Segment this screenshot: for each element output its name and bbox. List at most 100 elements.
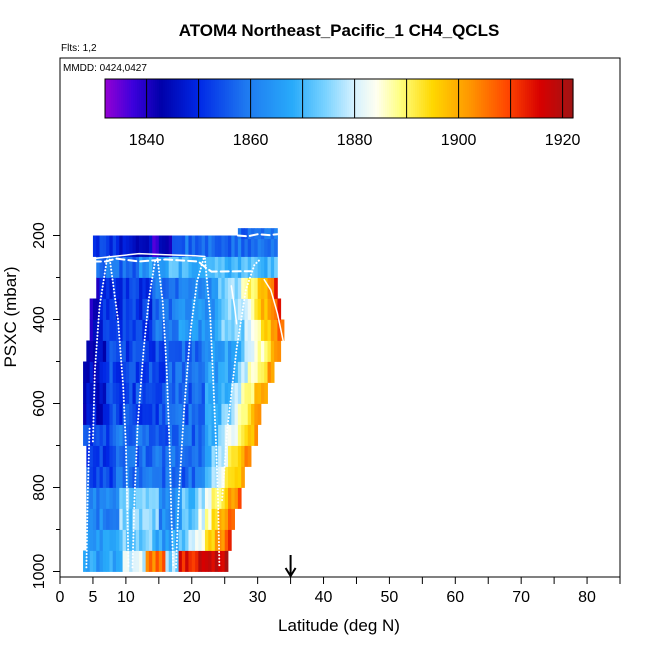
heatmap-cell	[148, 340, 153, 362]
colorbar-segment	[153, 79, 156, 118]
heatmap-cell	[125, 277, 130, 299]
heatmap-cell	[214, 277, 219, 299]
y-tick-label: 400	[31, 306, 48, 333]
heatmap-cell	[89, 424, 94, 446]
heatmap-cell	[125, 319, 130, 341]
colorbar-segment	[261, 79, 264, 118]
colorbar-segment	[233, 79, 236, 118]
colorbar-segment	[447, 79, 450, 118]
colorbar-segment	[165, 79, 168, 118]
heatmap-cell	[116, 529, 120, 551]
heatmap-cell	[109, 382, 114, 404]
heatmap-cell	[116, 487, 120, 509]
colorbar-segment	[157, 79, 160, 118]
heatmap-cell	[165, 424, 170, 446]
heatmap-cell	[241, 319, 245, 341]
heatmap-cell	[181, 403, 186, 425]
heatmap-cell	[99, 508, 104, 530]
heatmap-cell	[277, 319, 282, 341]
heatmap-cell	[168, 298, 173, 320]
heatmap-cell	[122, 319, 127, 341]
heatmap-cell	[228, 340, 232, 362]
heatmap-cell	[221, 340, 226, 362]
heatmap-cell	[106, 319, 110, 341]
colorbar-segment	[129, 79, 132, 118]
heatmap-cell	[228, 424, 232, 446]
colorbar-segment	[199, 79, 202, 118]
heatmap-cell	[201, 487, 206, 509]
heatmap-cell	[152, 445, 156, 467]
heatmap-cell	[102, 340, 107, 362]
heatmap-cell	[99, 235, 104, 257]
heatmap-cell	[178, 487, 183, 509]
colorbar-segment	[247, 79, 250, 118]
heatmap-cell	[188, 256, 193, 278]
colorbar-segment	[455, 79, 458, 118]
heatmap-cell	[116, 319, 120, 341]
heatmap-cell	[188, 298, 193, 320]
heatmap-cell	[185, 550, 189, 572]
heatmap-cell	[211, 298, 216, 320]
heatmap-cell	[191, 382, 196, 404]
x-tick-label: 60	[446, 589, 464, 606]
heatmap-cell	[224, 445, 229, 467]
heatmap-cell	[92, 403, 97, 425]
colorbar-segment	[143, 79, 146, 118]
heatmap-cell	[274, 340, 278, 362]
heatmap-cell	[181, 256, 186, 278]
heatmap-cell	[191, 529, 196, 551]
heatmap-cell	[92, 382, 97, 404]
colorbar-segment	[337, 79, 340, 118]
heatmap-cell	[142, 403, 147, 425]
colorbar-segment	[489, 79, 492, 118]
heatmap-cell	[129, 340, 133, 362]
heatmap-cell	[99, 424, 104, 446]
colorbar-segment	[347, 79, 350, 118]
colorbar-segment	[463, 79, 466, 118]
colorbar-segment	[423, 79, 426, 118]
colorbar-segment	[241, 79, 244, 118]
heatmap-cell	[155, 235, 160, 257]
colorbar-segment	[137, 79, 140, 118]
colorbar-segment	[415, 79, 418, 118]
heatmap-cell	[277, 340, 282, 362]
heatmap-cell	[106, 529, 110, 551]
heatmap-cell	[198, 319, 203, 341]
heatmap-cell	[264, 256, 268, 278]
heatmap-cell	[247, 277, 252, 299]
colorbar-segment	[317, 79, 320, 118]
heatmap-cell	[99, 445, 104, 467]
heatmap-cell	[106, 466, 110, 488]
heatmap-cell	[119, 382, 123, 404]
heatmap-cell	[132, 529, 137, 551]
heatmap-cell	[191, 256, 196, 278]
heatmap-cell	[89, 529, 94, 551]
heatmap-cell	[162, 550, 166, 572]
heatmap-cell	[172, 361, 176, 383]
heatmap-cell	[234, 424, 239, 446]
heatmap-cell	[234, 319, 239, 341]
heatmap-cell	[162, 529, 166, 551]
heatmap-cell	[132, 298, 137, 320]
colorbar-segment	[525, 79, 528, 118]
heatmap-cell	[178, 235, 183, 257]
colorbar-segment	[391, 79, 394, 118]
heatmap-cell	[277, 298, 282, 320]
heatmap-cell	[109, 466, 114, 488]
colorbar-segment	[169, 79, 172, 118]
flight-profiles	[85, 233, 285, 569]
heatmap-cell	[96, 235, 100, 257]
heatmap-cell	[168, 256, 173, 278]
heatmap-cell	[178, 319, 183, 341]
heatmap-cell	[254, 298, 259, 320]
heatmap-cell	[214, 256, 219, 278]
heatmap-cell	[165, 466, 170, 488]
colorbar-segment	[133, 79, 136, 118]
heatmap-cell	[148, 487, 153, 509]
heatmap-cell	[228, 529, 232, 551]
heatmap-cell	[132, 319, 137, 341]
colorbar-segment	[349, 79, 352, 118]
heatmap-cell	[267, 298, 272, 320]
heatmap-cell	[145, 361, 150, 383]
heatmap-cell	[181, 529, 186, 551]
